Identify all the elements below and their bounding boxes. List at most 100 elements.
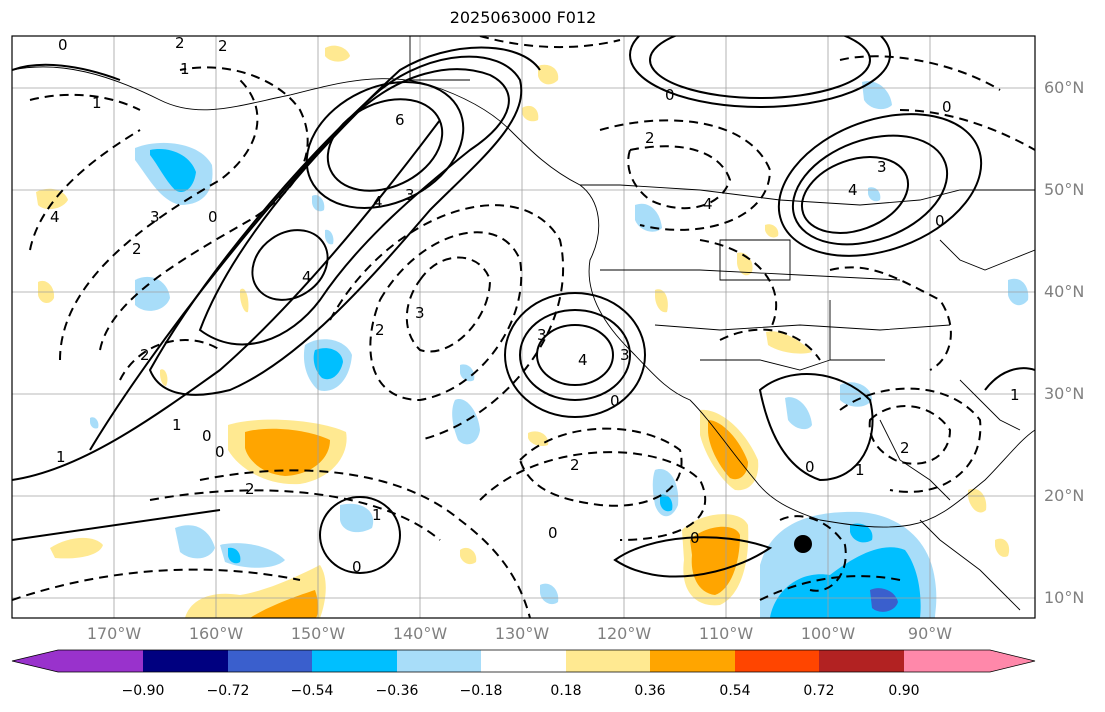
contour-label: 2 [245, 480, 255, 498]
contour-line [12, 509, 221, 541]
contour-line [199, 469, 531, 618]
contour-label: 0 [548, 524, 558, 542]
contour-label: 2 [645, 129, 655, 147]
lon-label: 160°W [188, 624, 244, 643]
shade-patch [340, 503, 374, 533]
contour-line [758, 373, 874, 482]
contour-labels: 0 2 1 2 6 4 3 4 2 3 1 0 2 1 4 3 2 3 4 3 … [50, 34, 1020, 576]
contour-line [899, 109, 1035, 151]
lat-label: 20°N [1044, 486, 1085, 505]
map-frame [11, 35, 1036, 619]
contour-line [319, 496, 401, 574]
contour-label: 3 [537, 326, 547, 344]
contour-label: 0 [202, 427, 212, 445]
contour-label: 0 [805, 458, 815, 476]
colorbar-tick-label: −0.18 [459, 683, 503, 699]
location-marker-dot [794, 535, 812, 553]
contour-line [599, 119, 772, 231]
contour-label: 0 [352, 558, 362, 576]
shade-patch [452, 399, 480, 445]
contour-line [829, 266, 952, 371]
contour-label: 3 [877, 158, 887, 176]
contour-label: 2 [570, 456, 580, 474]
contour-line [99, 66, 309, 351]
shade-patch [540, 583, 559, 605]
colorbar-tick-label: 0.54 [719, 683, 751, 699]
shade-patch [868, 187, 881, 202]
shade-patch [708, 420, 748, 480]
contour-line [148, 55, 523, 396]
shade-patch [460, 547, 477, 565]
contour-line [791, 134, 949, 246]
contour-label: 1 [172, 416, 182, 434]
contour-line [89, 46, 541, 451]
colorbar-tick-label: 0.36 [634, 683, 666, 699]
shade-patch [655, 289, 668, 313]
shade-patch [313, 348, 343, 380]
map-title: 2025063000 F012 [449, 8, 597, 27]
contour-label: 3 [415, 304, 425, 322]
shade-patch [995, 538, 1010, 557]
contour-label: 4 [703, 195, 713, 213]
contour-line [479, 36, 621, 49]
lat-label: 40°N [1044, 282, 1085, 301]
contour-line [536, 324, 614, 386]
contour-label: 6 [395, 111, 405, 129]
colorbar-tick-label: −0.54 [290, 683, 334, 699]
shade-patch [228, 547, 241, 564]
contour-line [405, 256, 492, 353]
shade-patch [522, 105, 539, 122]
shade-patch [840, 382, 872, 407]
contour-line [649, 36, 871, 99]
contour-line [629, 36, 891, 108]
contour-label: 0 [208, 208, 218, 226]
contour-line [777, 113, 983, 257]
contour-line [518, 427, 683, 507]
shade-patch [460, 364, 475, 382]
contour-line [613, 536, 773, 578]
colorbar-tick-label: 0.18 [550, 683, 582, 699]
shade-patch [785, 397, 812, 430]
contour-label: 0 [942, 98, 952, 116]
contour-line [839, 387, 982, 493]
shade-patch [245, 428, 330, 476]
colorbar-tick-label: −0.72 [206, 683, 250, 699]
contour-line [119, 339, 221, 381]
contour-label: 1 [372, 506, 382, 524]
lat-label: 10°N [1044, 588, 1085, 607]
lat-label: 50°N [1044, 180, 1085, 199]
colorbar-tick-label: 0.72 [803, 683, 835, 699]
shade-patch [968, 488, 987, 513]
contour-label: 2 [900, 439, 910, 457]
contour-label: 4 [373, 193, 383, 211]
lon-label: 110°W [698, 624, 754, 643]
lon-label: 170°W [86, 624, 142, 643]
contour-line [29, 129, 141, 251]
contour-line [251, 229, 329, 301]
colorbar-tick-label: −0.36 [375, 683, 419, 699]
shade-patch [538, 64, 559, 85]
shade-patch [175, 525, 215, 559]
contour-line [627, 145, 732, 210]
shade-patch [250, 590, 319, 618]
lon-label: 100°W [800, 624, 856, 643]
contour-label: 3 [150, 208, 160, 226]
contour-label: 0 [610, 392, 620, 410]
contour-label: 1 [180, 60, 190, 78]
shade-patch [528, 431, 549, 447]
contour-line [12, 568, 301, 601]
contour-label: 3 [620, 346, 630, 364]
contour-line [198, 68, 510, 346]
lon-label: 120°W [596, 624, 652, 643]
contour-label: 1 [56, 448, 66, 466]
shade-patch [850, 523, 873, 543]
lat-label: 30°N [1044, 384, 1085, 403]
contour-line [12, 119, 441, 481]
shade-patch [160, 369, 168, 386]
contour-line [12, 63, 121, 81]
contour-line [984, 367, 1035, 391]
shade-patch [690, 526, 740, 595]
contours-solid [12, 36, 1035, 578]
contour-line [504, 292, 646, 418]
contour-line [479, 451, 707, 541]
